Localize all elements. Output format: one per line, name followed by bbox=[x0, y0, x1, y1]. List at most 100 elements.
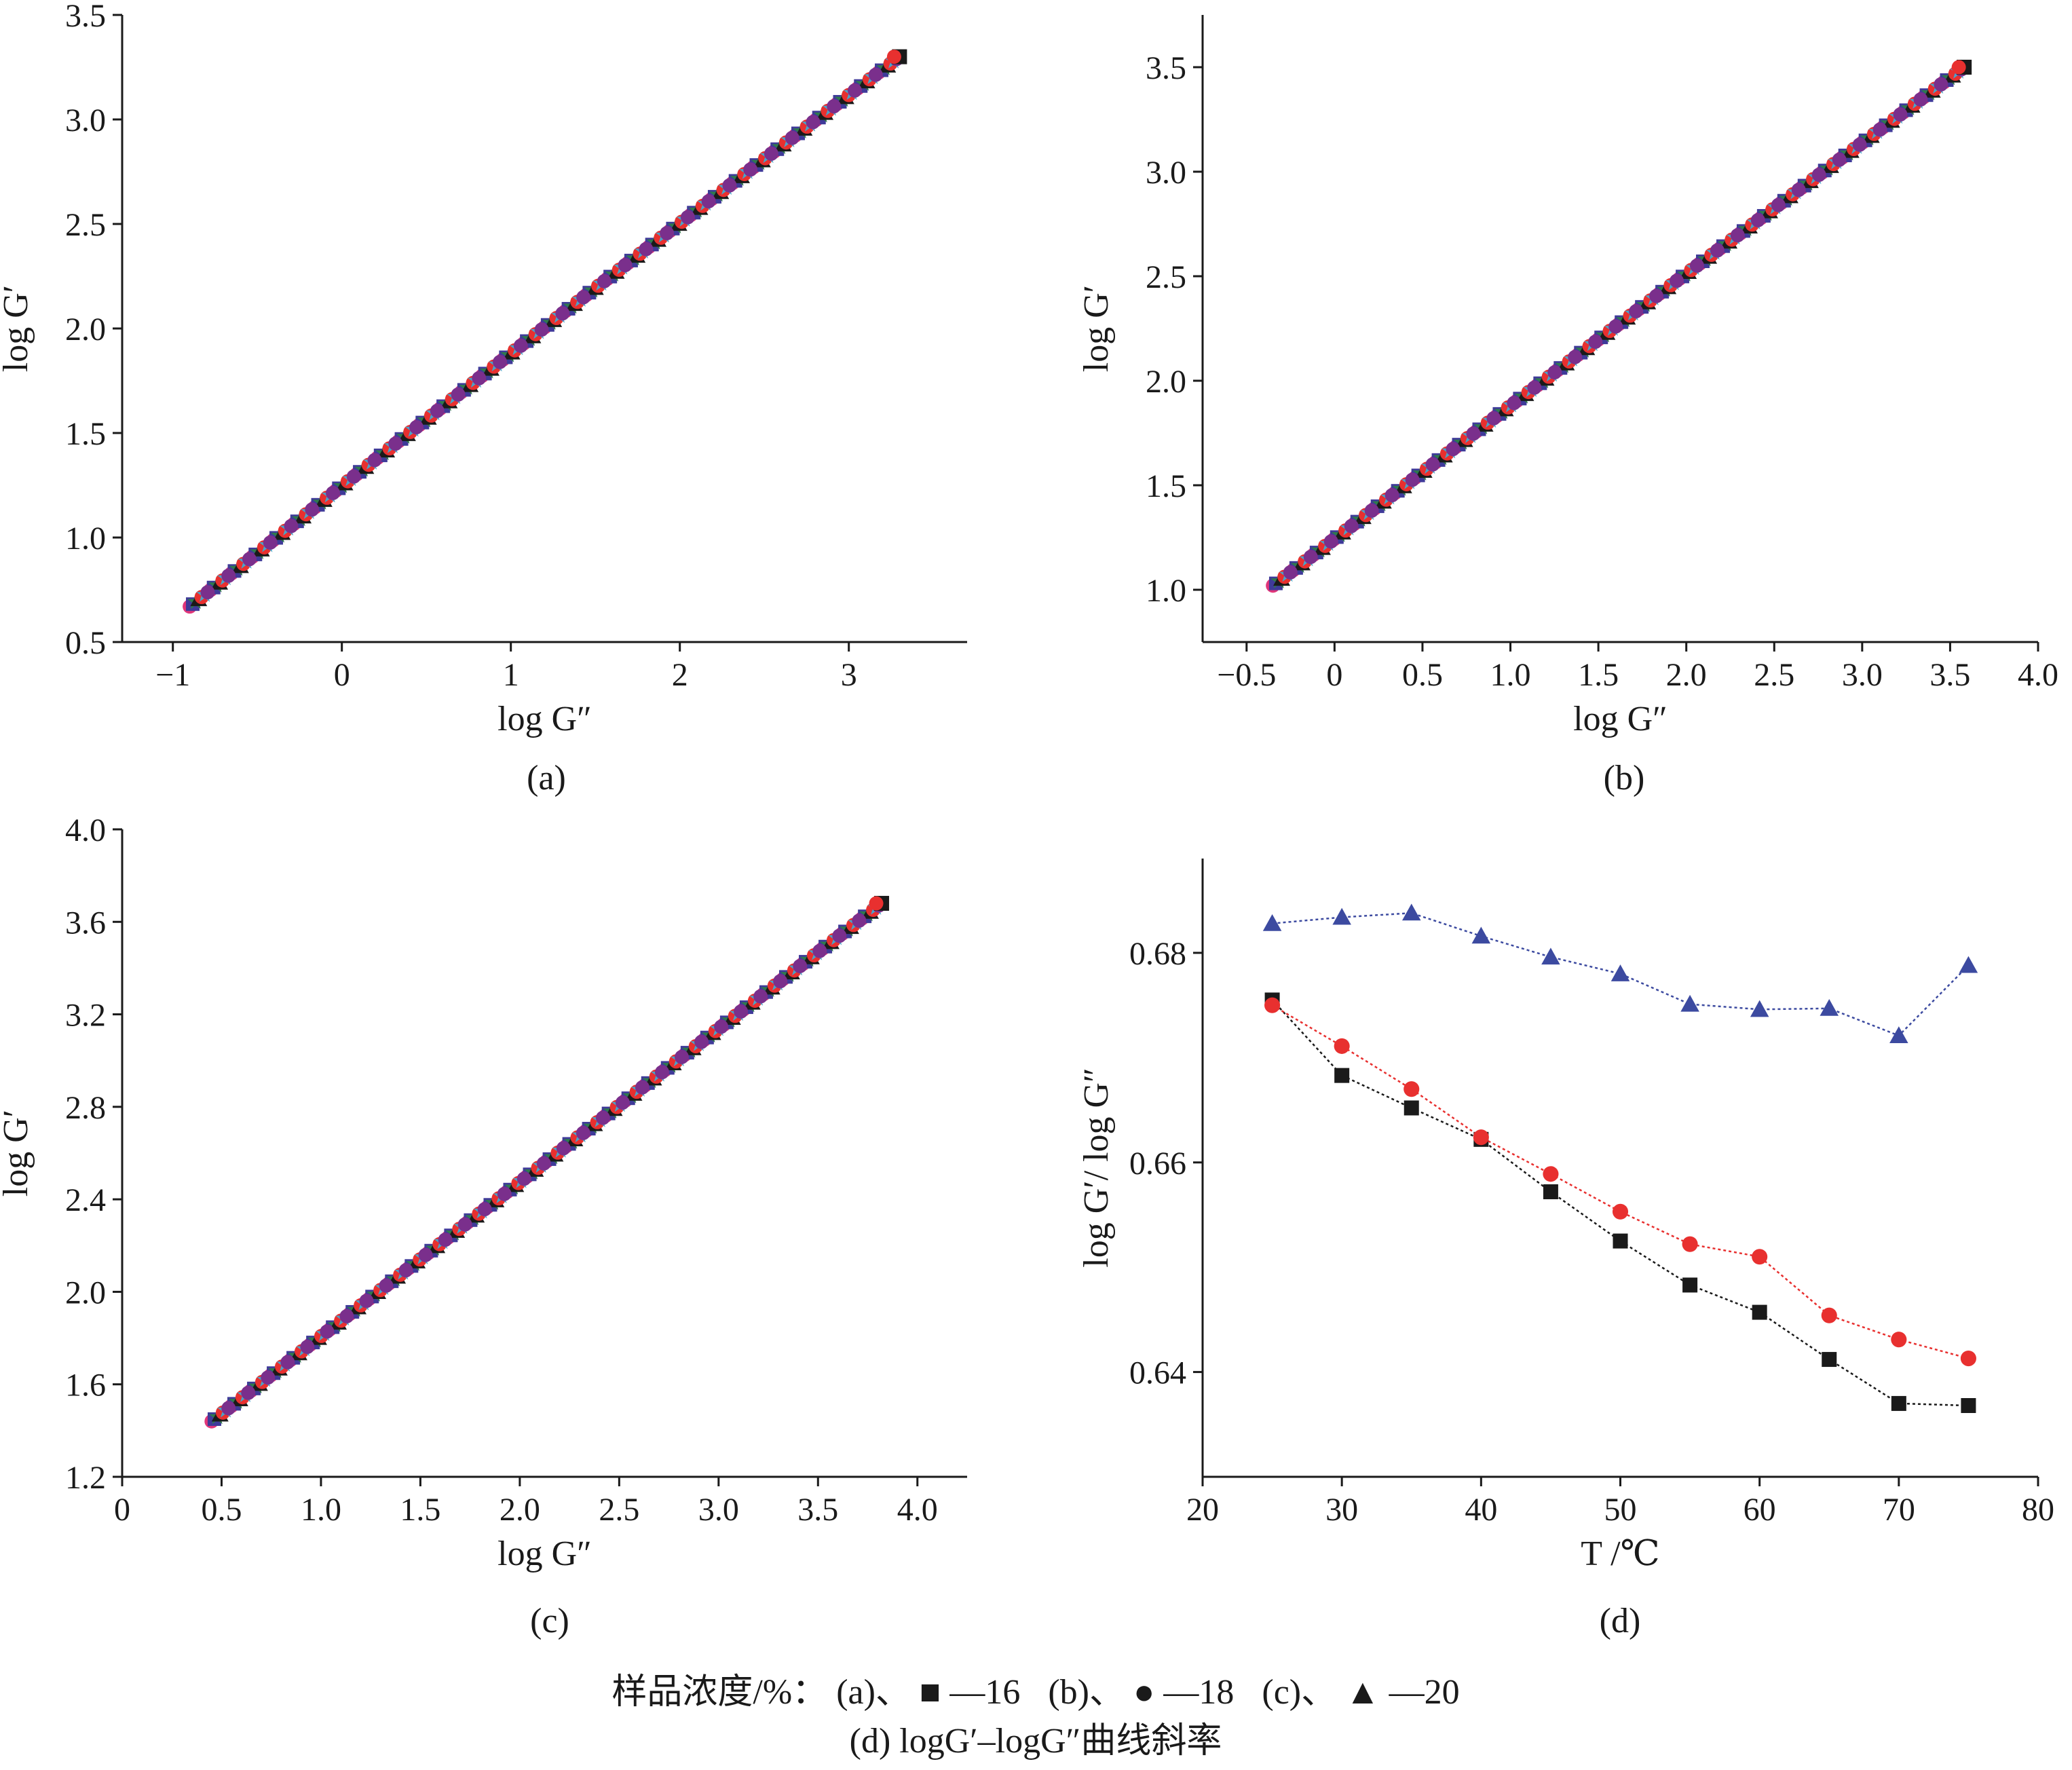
data-point bbox=[1710, 243, 1725, 258]
data-point bbox=[576, 290, 591, 305]
data-point bbox=[221, 1401, 236, 1416]
series-1-point bbox=[1334, 1038, 1350, 1054]
data-point bbox=[1547, 365, 1562, 380]
data-point bbox=[430, 403, 445, 418]
x-tick-label: 3.5 bbox=[797, 1492, 838, 1528]
y-axis-label: log G′ bbox=[1077, 285, 1116, 372]
data-point bbox=[1852, 137, 1867, 152]
x-tick-label: 40 bbox=[1465, 1492, 1497, 1528]
data-point bbox=[221, 568, 236, 583]
data-point bbox=[734, 1004, 749, 1019]
x-tick-label: 1.0 bbox=[301, 1492, 341, 1528]
data-point bbox=[827, 99, 842, 114]
data-point bbox=[409, 420, 424, 435]
data-point bbox=[722, 178, 737, 193]
data-point bbox=[1364, 503, 1379, 518]
x-tick-label: 3.0 bbox=[1842, 657, 1883, 693]
data-point bbox=[1568, 350, 1583, 364]
y-axis-label: log G′ bbox=[0, 1110, 35, 1197]
y-tick-label: 3.6 bbox=[65, 905, 106, 941]
x-tick-label: 20 bbox=[1186, 1492, 1219, 1528]
chart-c: 0 0.5 1.0 1.5 2.0 2.5 3.0 3.5 4.0 1.2 1.6 2.0 2.4 2.8… bbox=[0, 812, 967, 1640]
y-tick-label: 2.4 bbox=[65, 1182, 106, 1218]
data-point bbox=[472, 371, 487, 385]
data-point bbox=[694, 1034, 709, 1049]
y-tick-label: 2.5 bbox=[1146, 259, 1186, 295]
data-point bbox=[451, 387, 466, 402]
panel-caption: (c) bbox=[530, 1602, 569, 1640]
data-point bbox=[1669, 274, 1684, 288]
data-point bbox=[714, 1019, 729, 1034]
data-point bbox=[242, 552, 257, 567]
data-point bbox=[1323, 534, 1338, 549]
data-point bbox=[597, 274, 611, 288]
data-point bbox=[868, 67, 883, 82]
y-tick-label: 3.5 bbox=[1146, 50, 1186, 86]
series-2-point bbox=[1610, 964, 1630, 981]
data-point bbox=[388, 436, 403, 451]
data-point bbox=[635, 1080, 649, 1095]
data-point bbox=[743, 162, 758, 177]
data-point bbox=[847, 83, 862, 98]
data-point bbox=[753, 989, 768, 1004]
series-line-1 bbox=[1271, 1004, 1969, 1359]
data-point bbox=[1527, 380, 1542, 395]
x-tick-label: 3 bbox=[841, 657, 857, 693]
series-1-point bbox=[1543, 1166, 1559, 1182]
data-point bbox=[660, 226, 675, 241]
data-point bbox=[1608, 319, 1623, 334]
data-point bbox=[806, 115, 821, 130]
data-point bbox=[1629, 304, 1644, 319]
data-point bbox=[241, 1385, 256, 1400]
data-point bbox=[680, 210, 695, 225]
series-2-point bbox=[1541, 947, 1560, 965]
series-0-point bbox=[1682, 1277, 1698, 1293]
x-tick-label: 50 bbox=[1604, 1492, 1637, 1528]
data-point bbox=[793, 958, 808, 973]
data-point bbox=[639, 242, 654, 257]
x-tick-label: 1 bbox=[503, 657, 519, 693]
data-point bbox=[326, 485, 341, 500]
data-point bbox=[263, 535, 278, 550]
data-point bbox=[1750, 212, 1765, 227]
chart-a: −1 0 1 2 3 0.5 1.0 1.5 2.0 2.5 3.0 3.5 log G″ log G′ (… bbox=[0, 0, 967, 797]
y-tick-label: 2.0 bbox=[1146, 364, 1186, 400]
series-line-2 bbox=[1272, 912, 1970, 1037]
series-2-point bbox=[1680, 994, 1699, 1012]
series-1-point bbox=[1612, 1203, 1629, 1220]
data-point bbox=[654, 1065, 669, 1080]
legend-label-18: —18 bbox=[1163, 1673, 1234, 1712]
data-point bbox=[379, 1278, 394, 1293]
x-tick-label: 80 bbox=[2022, 1492, 2054, 1528]
x-tick-label: 1.5 bbox=[400, 1492, 440, 1528]
x-tick-label: 2.0 bbox=[500, 1492, 540, 1528]
data-point bbox=[284, 519, 299, 533]
data-point bbox=[339, 1308, 354, 1323]
legend-label-16: —16 bbox=[949, 1673, 1020, 1712]
data-point bbox=[438, 1232, 453, 1247]
legend-prefix: 样品浓度/%： bbox=[611, 1673, 827, 1712]
data-point bbox=[398, 1263, 413, 1278]
y-tick-label: 3.0 bbox=[65, 102, 106, 138]
x-tick-label: 1.5 bbox=[1578, 657, 1619, 693]
data-point bbox=[595, 1110, 610, 1125]
series-0-point bbox=[1404, 1100, 1419, 1116]
series-0-point bbox=[1613, 1233, 1628, 1249]
data-point bbox=[812, 943, 827, 958]
chart-b: −0.5 0 0.5 1.0 1.5 2.0 2.5 3.0 3.5 4.0 1.0 1.5 2.0 2.… bbox=[1077, 15, 2058, 797]
y-axis-label: log G′ bbox=[0, 285, 35, 372]
y-tick-label: 1.5 bbox=[65, 416, 106, 452]
series-2-point bbox=[1959, 956, 1978, 973]
x-axis-label: log G″ bbox=[497, 700, 592, 738]
data-point bbox=[320, 1324, 335, 1339]
legend-marker-square: ■ bbox=[920, 1673, 941, 1712]
data-point bbox=[497, 1186, 512, 1201]
data-point-end bbox=[886, 50, 901, 64]
y-tick-label: 0.66 bbox=[1129, 1146, 1186, 1182]
x-tick-label: 4.0 bbox=[2018, 657, 2058, 693]
data-point bbox=[1425, 457, 1440, 472]
data-point-end bbox=[1951, 60, 1966, 75]
legend-marker-circle: ● bbox=[1133, 1673, 1154, 1712]
series-1-point bbox=[1404, 1081, 1420, 1097]
y-tick-label: 0.5 bbox=[65, 625, 106, 661]
